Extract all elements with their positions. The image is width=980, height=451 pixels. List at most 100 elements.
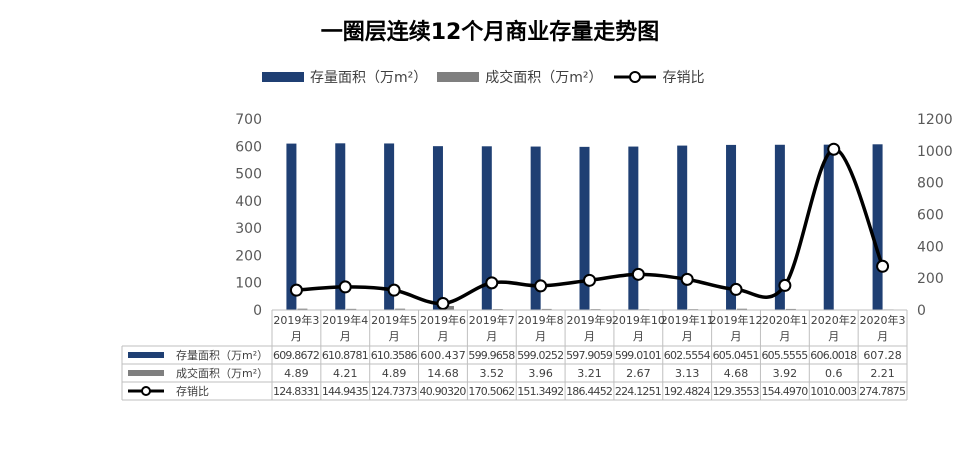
x-tick-label-year: 2019年11 xyxy=(661,313,714,327)
table-key-stock xyxy=(128,352,164,358)
y-right-tick-label: 800 xyxy=(917,176,944,192)
table-cell-value: 4.89 xyxy=(382,367,407,380)
legend-label-stock: 存量面积（万m²） xyxy=(310,70,428,86)
x-tick-label-month: 月 xyxy=(633,330,644,343)
bar-stock xyxy=(628,146,639,310)
bar-stock xyxy=(677,145,688,310)
point-ratio xyxy=(436,296,450,310)
table-cell-value: 124.7373 xyxy=(371,385,418,398)
table-cell-value: 602.5554 xyxy=(664,349,711,362)
point-ratio xyxy=(583,273,596,287)
y-left-tick-label: 200 xyxy=(235,248,262,264)
x-tick-label-month: 月 xyxy=(389,330,400,343)
table-cell-value: 607.28 xyxy=(863,349,902,362)
y-left-tick-label: 500 xyxy=(235,167,262,183)
table-cell-value: 170.5062 xyxy=(468,385,515,398)
table-cell-value: 599.9658 xyxy=(468,349,515,362)
table-cell-value: 599.0101 xyxy=(615,349,662,362)
table-cell-value: 3.96 xyxy=(528,367,553,380)
bar-stock xyxy=(384,143,395,310)
point-ratio xyxy=(338,280,352,294)
table-cell-value: 606.0018 xyxy=(810,349,857,362)
table-cell-value: 124.8331 xyxy=(273,385,320,398)
bar-deal xyxy=(541,308,552,310)
table-cell-value: 129.3553 xyxy=(713,385,760,398)
table-row-header: 成交面积（万m²） xyxy=(176,366,268,380)
bar-deal xyxy=(737,308,748,310)
table-row-header: 存销比 xyxy=(176,384,209,398)
y-right-tick-label: 0 xyxy=(917,303,926,319)
point-ratio xyxy=(387,283,401,297)
x-tick-label-year: 2019年5 xyxy=(371,313,417,327)
point-ratio xyxy=(485,276,499,290)
x-tick-label-year: 2019年10 xyxy=(612,313,665,327)
legend-item-stock: 存量面积（万m²） xyxy=(262,67,427,87)
x-tick-label-month: 月 xyxy=(877,330,888,343)
table-cell-value: 224.1251 xyxy=(615,385,662,398)
bar-stock xyxy=(432,146,443,310)
x-tick-label-year: 2019年3 xyxy=(273,313,319,327)
table-cell-value: 4.89 xyxy=(284,367,309,380)
table-cell-value: 2.67 xyxy=(626,367,651,380)
legend-label-ratio: 存销比 xyxy=(662,70,705,86)
y-left-tick-label: 700 xyxy=(235,112,262,128)
table-cell-value: 3.92 xyxy=(773,367,798,380)
point-ratio xyxy=(631,267,645,281)
table-cell-value: 192.4824 xyxy=(664,385,711,398)
legend-label-deal: 成交面积（万m²） xyxy=(485,70,603,86)
bar-deal xyxy=(395,308,406,310)
x-tick-label-month: 月 xyxy=(828,330,839,343)
chart-title: 一圈层连续12个月商业存量走势图 xyxy=(320,20,660,45)
chart-legend: 存量面积（万m²） 成交面积（万m²） 存销比 xyxy=(262,66,715,88)
x-tick-label-year: 2019年4 xyxy=(322,313,368,327)
legend-swatch-stock xyxy=(262,72,304,82)
bar-stock xyxy=(530,146,541,310)
x-tick-label-month: 月 xyxy=(340,330,351,343)
y-right-tick-label: 600 xyxy=(917,208,944,224)
legend-item-deal: 成交面积（万m²） xyxy=(437,67,603,87)
table-cell-value: 1010.003 xyxy=(810,385,857,398)
y-right-tick-label: 400 xyxy=(917,239,944,255)
x-tick-label-year: 2019年6 xyxy=(420,313,466,327)
table-key-deal xyxy=(128,370,164,376)
bar-deal xyxy=(297,308,308,310)
legend-swatch-ratio xyxy=(613,71,656,83)
x-tick-label-month: 月 xyxy=(535,330,546,343)
table-row-header: 存量面积（万m²） xyxy=(176,348,268,362)
y-left-tick-label: 600 xyxy=(235,139,262,155)
bar-stock xyxy=(774,144,785,310)
point-ratio xyxy=(778,278,792,292)
point-ratio xyxy=(680,272,694,286)
x-tick-label-year: 2019年12 xyxy=(710,313,763,327)
table-cell-value: 3.21 xyxy=(577,367,602,380)
y-right-tick-label: 1000 xyxy=(917,144,953,160)
table-cell-value: 609.8672 xyxy=(273,349,320,362)
bar-stock xyxy=(286,143,297,310)
table-key-ratio-marker xyxy=(141,386,151,396)
y-left-tick-label: 100 xyxy=(235,276,262,292)
x-tick-label-year: 2020年3 xyxy=(860,313,906,327)
table-cell-value: 610.3586 xyxy=(371,349,418,362)
table-cell-value: 3.52 xyxy=(480,367,505,380)
bar-stock xyxy=(726,144,737,310)
y-left-tick-label: 300 xyxy=(235,221,262,237)
x-tick-label-month: 月 xyxy=(584,330,595,343)
table-cell-value: 4.21 xyxy=(333,367,358,380)
table-cell-value: 4.68 xyxy=(724,367,749,380)
bar-stock xyxy=(823,144,834,310)
table-cell-value: 597.9059 xyxy=(566,349,613,362)
x-tick-label-year: 2019年7 xyxy=(469,313,515,327)
bar-stock xyxy=(481,146,492,310)
x-tick-label-month: 月 xyxy=(291,330,302,343)
bar-deal xyxy=(346,308,357,310)
y-right-tick-label: 1200 xyxy=(917,112,953,128)
x-tick-label-month: 月 xyxy=(779,330,790,343)
point-ratio xyxy=(827,142,841,156)
bar-stock xyxy=(579,146,590,310)
legend-swatch-deal xyxy=(437,72,480,82)
point-ratio xyxy=(729,282,743,296)
table-cell-value: 186.4452 xyxy=(566,385,613,398)
table-cell-value: 154.4970 xyxy=(761,385,808,398)
table-cell-value: 144.9435 xyxy=(322,385,369,398)
x-tick-label-year: 2019年8 xyxy=(518,313,564,327)
